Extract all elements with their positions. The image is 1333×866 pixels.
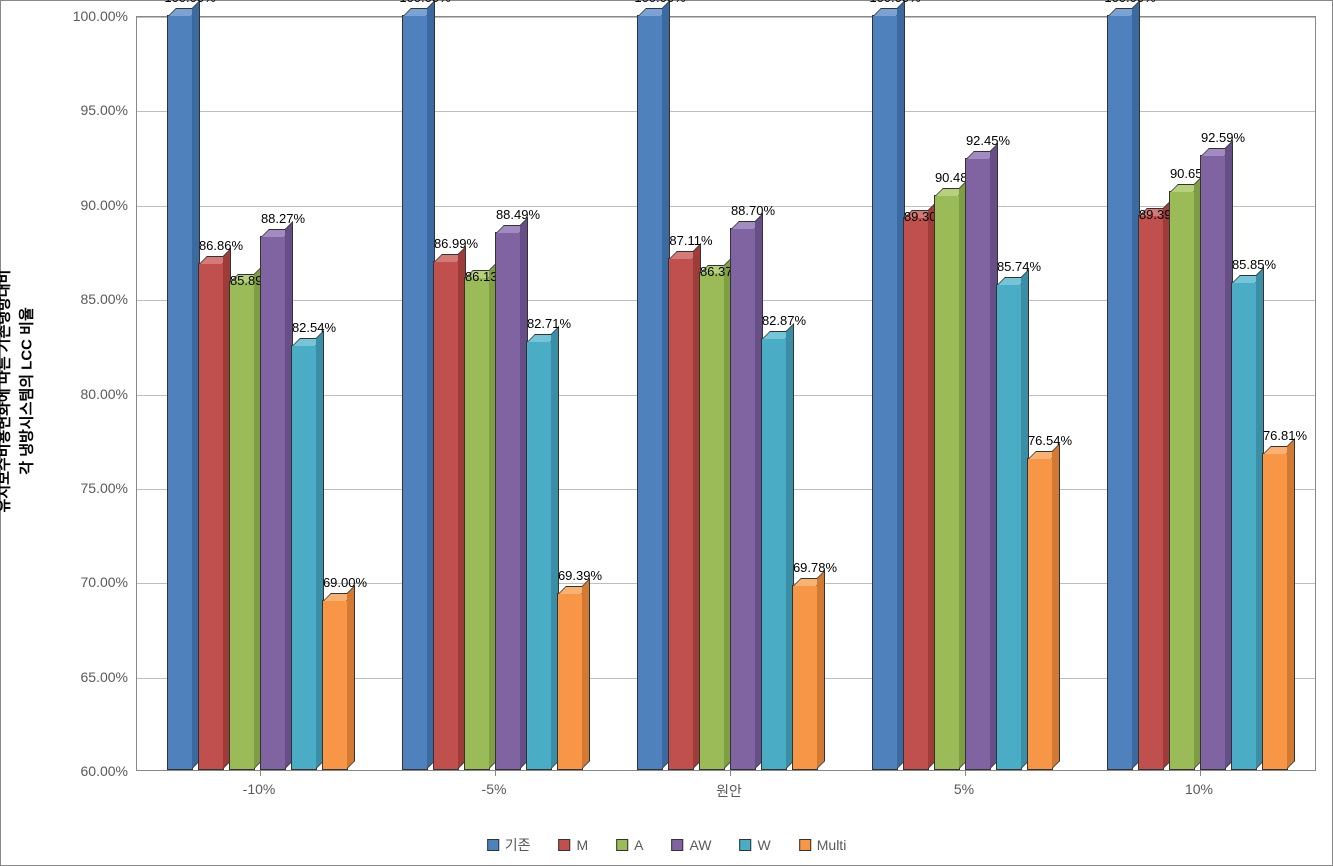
- legend-swatch: [616, 839, 628, 851]
- data-label: 86.99%: [434, 236, 478, 251]
- bar: [872, 15, 898, 770]
- y-tick-label: 80.00%: [28, 386, 128, 402]
- data-label: 82.87%: [762, 313, 806, 328]
- legend-swatch: [799, 839, 811, 851]
- x-tick: [260, 770, 261, 776]
- data-label: 88.70%: [731, 203, 775, 218]
- bar: [1262, 453, 1288, 770]
- legend-item: A: [616, 837, 643, 853]
- bar-side-face: [1052, 443, 1060, 769]
- bar-side-face: [347, 585, 355, 769]
- legend-swatch: [740, 839, 752, 851]
- bar: [526, 341, 552, 770]
- bar: [761, 338, 787, 770]
- data-label: 76.54%: [1028, 433, 1072, 448]
- plot-area: 100.00%86.86%85.89%88.27%82.54%69.00%100…: [136, 16, 1316, 771]
- data-label: 100.00%: [1104, 0, 1155, 5]
- bar: [322, 600, 348, 770]
- data-label: 82.54%: [292, 320, 336, 335]
- bar: [792, 585, 818, 770]
- data-label: 92.59%: [1201, 130, 1245, 145]
- bar: [996, 284, 1022, 770]
- legend-item: Multi: [799, 837, 847, 853]
- bar: [637, 15, 663, 770]
- data-label: 69.78%: [793, 560, 837, 575]
- legend-label: 기존: [505, 835, 531, 855]
- x-tick-label: 원안: [716, 781, 742, 801]
- bar: [668, 258, 694, 770]
- bar: [965, 158, 991, 770]
- legend-label: AW: [689, 837, 711, 853]
- data-label: 85.85%: [1232, 257, 1276, 272]
- data-label: 69.39%: [558, 568, 602, 583]
- legend-label: Multi: [817, 837, 847, 853]
- legend-item: 기존: [487, 835, 531, 855]
- x-tick-label: -10%: [243, 781, 276, 797]
- y-tick-label: 100.00%: [28, 8, 128, 24]
- data-label: 76.81%: [1263, 428, 1307, 443]
- bar: [1169, 191, 1195, 770]
- bar-side-face: [1287, 438, 1295, 769]
- x-tick-label: 5%: [954, 781, 974, 797]
- bar: [495, 232, 521, 770]
- bar: [291, 345, 317, 770]
- legend-swatch: [558, 839, 570, 851]
- legend-label: M: [576, 837, 588, 853]
- x-tick: [495, 770, 496, 776]
- bar: [229, 281, 255, 770]
- data-label: 100.00%: [634, 0, 685, 5]
- bar: [1107, 15, 1133, 770]
- legend-swatch: [487, 839, 499, 851]
- y-tick-label: 85.00%: [28, 291, 128, 307]
- data-label: 69.00%: [323, 575, 367, 590]
- bar: [1138, 215, 1164, 770]
- data-label: 88.27%: [261, 211, 305, 226]
- y-axis-title-line-1: 유지보수비용변화에 따른 기존냉방대비: [0, 270, 16, 513]
- bar: [903, 217, 929, 770]
- bar-side-face: [817, 570, 825, 769]
- bar: [934, 195, 960, 770]
- y-tick-label: 95.00%: [28, 102, 128, 118]
- data-label: 100.00%: [164, 0, 215, 5]
- bar: [198, 263, 224, 770]
- legend-item: W: [740, 837, 771, 853]
- x-tick: [730, 770, 731, 776]
- data-label: 87.11%: [669, 233, 712, 248]
- y-tick-label: 75.00%: [28, 480, 128, 496]
- y-tick-label: 65.00%: [28, 669, 128, 685]
- data-label: 88.49%: [496, 207, 540, 222]
- x-tick: [965, 770, 966, 776]
- legend-item: AW: [671, 837, 711, 853]
- y-tick-label: 70.00%: [28, 574, 128, 590]
- legend: 기존 M A AW W Multi: [487, 835, 847, 855]
- chart-container: 유지보수비용변화에 따른 기존냉방대비 각 냉방시스템의 LCC 비율 100.…: [0, 0, 1333, 866]
- bar: [730, 228, 756, 770]
- y-tick-label: 60.00%: [28, 763, 128, 779]
- legend-label: A: [634, 837, 643, 853]
- bar: [557, 593, 583, 770]
- bar: [699, 272, 725, 770]
- bar: [433, 261, 459, 770]
- bar: [1027, 458, 1053, 770]
- data-label: 85.74%: [997, 259, 1041, 274]
- data-label: 82.71%: [527, 316, 571, 331]
- legend-swatch: [671, 839, 683, 851]
- x-tick-label: -5%: [482, 781, 507, 797]
- y-tick-label: 90.00%: [28, 197, 128, 213]
- bar: [402, 15, 428, 770]
- data-label: 92.45%: [966, 133, 1010, 148]
- bar: [1200, 155, 1226, 770]
- data-label: 100.00%: [869, 0, 920, 5]
- bar: [1231, 282, 1257, 770]
- bar: [167, 15, 193, 770]
- bar: [260, 236, 286, 770]
- x-tick: [1200, 770, 1201, 776]
- legend-item: M: [558, 837, 588, 853]
- legend-label: W: [758, 837, 771, 853]
- bar: [464, 277, 490, 770]
- data-label: 86.86%: [199, 238, 243, 253]
- bar-side-face: [582, 578, 590, 769]
- data-label: 100.00%: [399, 0, 450, 5]
- x-tick-label: 10%: [1185, 781, 1213, 797]
